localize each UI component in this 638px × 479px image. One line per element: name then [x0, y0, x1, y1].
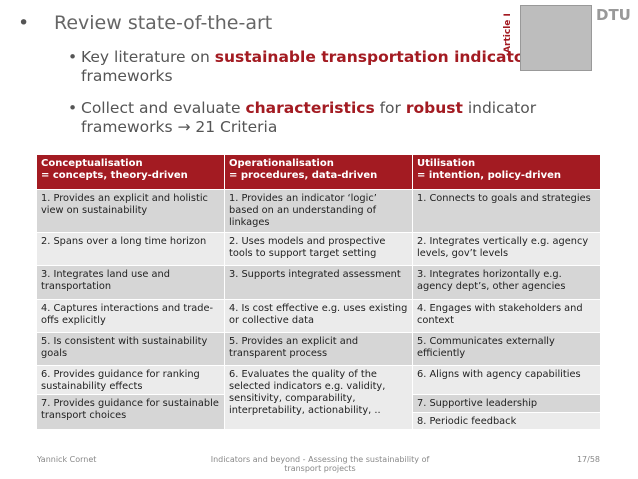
text: robust	[405, 99, 463, 117]
text: characteristics	[245, 99, 375, 117]
article-label: Article I	[503, 13, 513, 53]
table-cell: 3. Supports integrated assessment	[225, 266, 413, 300]
table-cell: 5. Communicates externally efficiently	[413, 333, 601, 366]
column-subtitle: = procedures, data-driven	[229, 170, 378, 181]
table-cell: 2. Spans over a long time horizon	[37, 233, 225, 266]
table-cell: 1. Provides an explicit and holistic vie…	[37, 190, 225, 233]
cell-text: 2. Uses models and prospective tools to …	[229, 236, 386, 259]
cell-text: 1. Provides an indicator ‘logic’ based o…	[229, 193, 377, 228]
bullet-text: Review state-of-the-art	[54, 12, 273, 34]
column-title: Utilisation	[417, 158, 476, 169]
cell-text: 6. Provides guidance for ranking sustain…	[41, 369, 200, 392]
table-cell: 3. Integrates land use and transportatio…	[37, 266, 225, 300]
cell-text: 8. Periodic feedback	[417, 416, 517, 427]
header-cell: Conceptualisation = concepts, theory-driv…	[37, 155, 225, 190]
cell-text: 3. Integrates land use and transportatio…	[41, 269, 170, 292]
cell-text: 4. Is cost effective e.g. uses existing …	[229, 303, 408, 326]
cell-text: 7. Provides guidance for sustainable tra…	[41, 398, 219, 421]
cell-text: 1. Connects to goals and strategies	[417, 193, 591, 204]
table-cell: 6. Provides guidance for ranking sustain…	[37, 366, 225, 395]
table-cell: 6. Aligns with agency capabilities	[413, 366, 601, 395]
header-cell: Utilisation = intention, policy-driven	[413, 155, 601, 190]
text: frameworks	[81, 67, 173, 85]
logo: DTU	[596, 6, 631, 24]
cell-text: 2. Spans over a long time horizon	[41, 236, 207, 247]
table-cell: 7. Supportive leadership	[413, 395, 601, 413]
table-cell: 6. Evaluates the quality of the selected…	[225, 366, 413, 430]
cell-text: 3. Integrates horizontally e.g. agency d…	[417, 269, 566, 292]
cell-text: 5. Communicates externally efficiently	[417, 336, 555, 359]
column-subtitle: = intention, policy-driven	[417, 170, 561, 181]
text: indicator frameworks	[81, 99, 537, 136]
cell-text: 4. Captures interactions and trade-offs …	[41, 303, 214, 326]
table-cell: 2. Uses models and prospective tools to …	[225, 233, 413, 266]
header-cell: Operationalisation = procedures, data-dri…	[225, 155, 413, 190]
table-cell: 4. Captures interactions and trade-offs …	[37, 300, 225, 333]
column-title: Operationalisation	[229, 158, 334, 169]
footer-title: Indicators and beyond - Assessing the su…	[210, 455, 430, 473]
table-cell: 3. Integrates horizontally e.g. agency d…	[413, 266, 601, 300]
text: sustainable transportation indicator	[214, 48, 533, 66]
bullet: Review state-of-the-art	[18, 12, 273, 34]
cell-text: 1. Provides an explicit and holistic vie…	[41, 193, 208, 216]
table-cell: 4. Engages with stakeholders and context	[413, 300, 601, 333]
cell-text: 6. Evaluates the quality of the selected…	[229, 369, 386, 416]
table-cell: 5. Is consistent with sustainability goa…	[37, 333, 225, 366]
sub-bullet: Key literature on sustainable transporta…	[68, 48, 621, 86]
table-cell: 4. Is cost effective e.g. uses existing …	[225, 300, 413, 333]
footer-page: 17/58	[576, 455, 600, 464]
cell-text: 3. Supports integrated assessment	[229, 269, 401, 280]
text: Key literature on	[81, 48, 215, 66]
cell-text: 5. Provides an explicit and transparent …	[229, 336, 359, 359]
sub-bullet: Collect and evaluate characteristics for…	[68, 99, 611, 137]
column-subtitle: = concepts, theory-driven	[41, 170, 188, 181]
table-cell: 5. Provides an explicit and transparent …	[225, 333, 413, 366]
text: → 21 Criteria	[177, 118, 278, 136]
cell-text: 6. Aligns with agency capabilities	[417, 369, 581, 380]
column-title: Conceptualisation	[41, 158, 143, 169]
text: for	[374, 99, 406, 117]
table-cell: 2. Integrates vertically e.g. agency lev…	[413, 233, 601, 266]
cell-text: 7. Supportive leadership	[417, 398, 538, 409]
cell-text: 2. Integrates vertically e.g. agency lev…	[417, 236, 589, 259]
cell-text: 4. Engages with stakeholders and context	[417, 303, 583, 326]
thumbnail	[520, 5, 592, 71]
table-cell: 1. Connects to goals and strategies	[413, 190, 601, 233]
cell-text: 5. Is consistent with sustainability goa…	[41, 336, 208, 359]
table-cell: 8. Periodic feedback	[413, 413, 601, 430]
footer-author: Yannick Cornet	[37, 455, 97, 464]
table-cell: 1. Provides an indicator ‘logic’ based o…	[225, 190, 413, 233]
text: Collect and evaluate	[81, 99, 246, 117]
table-cell: 7. Provides guidance for sustainable tra…	[37, 395, 225, 430]
